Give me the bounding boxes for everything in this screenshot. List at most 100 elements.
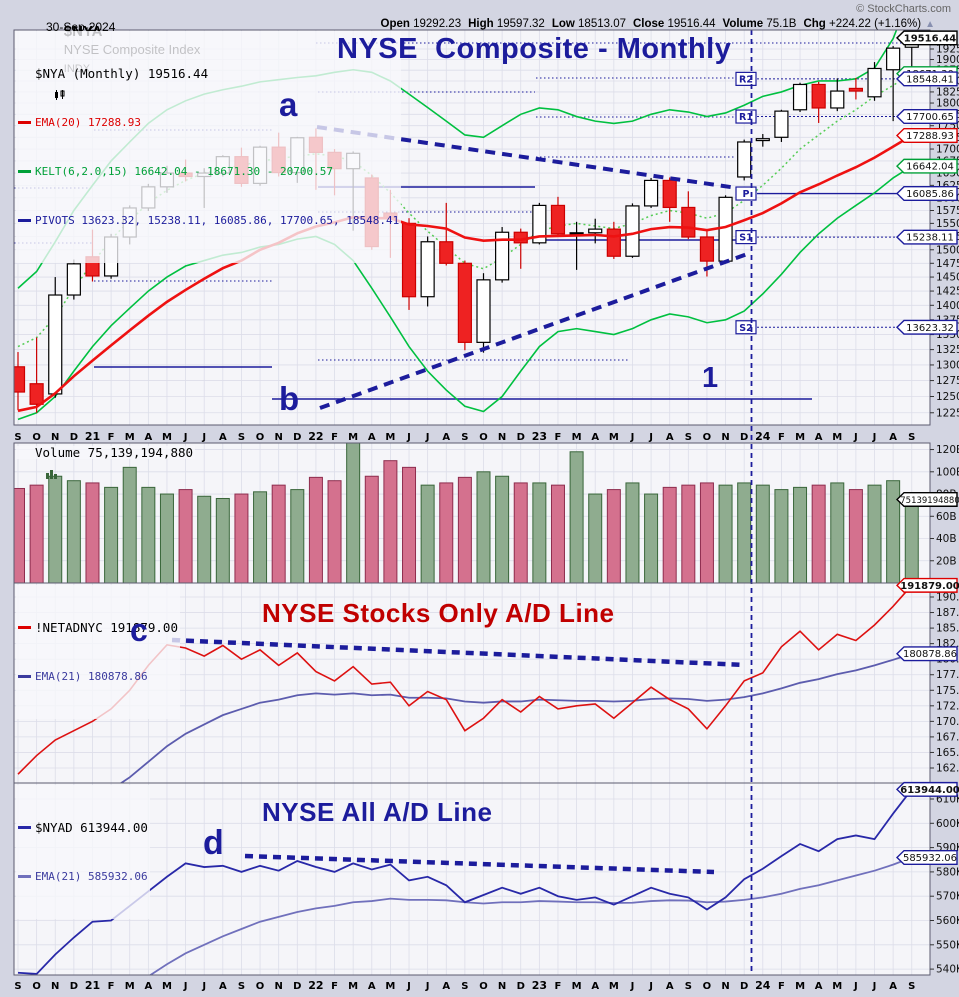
svg-text:S: S [908, 981, 915, 992]
chg-label: Chg [803, 18, 826, 30]
axis-value-box: 16085.86 [895, 186, 958, 202]
netadnyc-text: !NETADNYC 191879.00 [35, 620, 178, 635]
svg-text:A: A [666, 981, 674, 992]
nyad-row: $NYAD 613944.00 [18, 820, 148, 835]
svg-text:N: N [721, 432, 729, 443]
svg-text:D: D [70, 981, 78, 992]
svg-text:24: 24 [755, 430, 771, 443]
svg-text:S1: S1 [739, 233, 752, 244]
svg-text:M: M [348, 432, 358, 443]
svg-text:172.5K: 172.5K [936, 700, 959, 712]
svg-text:M: M [832, 432, 842, 443]
svg-text:O: O [32, 432, 41, 443]
svg-text:O: O [256, 432, 265, 443]
svg-text:N: N [51, 981, 59, 992]
volume-series [14, 443, 919, 583]
svg-text:15500: 15500 [936, 218, 959, 230]
svg-text:20B: 20B [936, 555, 957, 567]
svg-text:O: O [479, 981, 488, 992]
axis-value-box: 613944.00 [895, 781, 959, 797]
svg-text:O: O [703, 432, 712, 443]
svg-text:M: M [572, 981, 582, 992]
svg-text:J: J [201, 981, 206, 992]
svg-text:16642.04: 16642.04 [906, 162, 954, 173]
svg-text:19516.44: 19516.44 [904, 33, 957, 44]
volume-value: 75.1B [766, 18, 797, 30]
svg-text:A: A [889, 981, 897, 992]
svg-text:75139194880: 75139194880 [900, 496, 959, 506]
svg-text:40B: 40B [936, 533, 957, 545]
svg-text:A: A [368, 981, 376, 992]
close-label: Close [633, 18, 665, 30]
low-value: 18513.07 [578, 18, 626, 30]
svg-text:F: F [778, 981, 785, 992]
svg-text:F: F [108, 432, 115, 443]
svg-text:F: F [555, 981, 562, 992]
svg-text:J: J [648, 432, 653, 443]
svg-text:12250: 12250 [936, 407, 959, 419]
annotation-c: c [130, 612, 148, 648]
svg-text:A: A [442, 981, 450, 992]
svg-text:167.5K: 167.5K [936, 731, 959, 743]
svg-text:16085.86: 16085.86 [906, 189, 954, 200]
svg-text:F: F [331, 981, 338, 992]
svg-text:D: D [517, 432, 525, 443]
svg-text:M: M [125, 432, 135, 443]
svg-text:S: S [461, 432, 468, 443]
svg-text:585932.06: 585932.06 [903, 853, 957, 864]
axis-value-box: 180878.86 [895, 646, 958, 662]
legend-ema-text: EMA(20) 17288.93 [35, 116, 141, 129]
quote-line: Open 19292.23 High 19597.32 Low 18513.07 Cl… [381, 18, 935, 30]
svg-text:S: S [461, 981, 468, 992]
svg-text:M: M [162, 981, 172, 992]
svg-text:190.0K: 190.0K [936, 592, 959, 604]
netadnyc-legend: !NETADNYC 191879.00 EMA(21) 180878.86 [16, 585, 180, 719]
nyad-ema-row: EMA(21) 585932.06 [18, 870, 148, 883]
svg-text:17700.65: 17700.65 [906, 112, 954, 123]
copyright: © StockCharts.com [856, 3, 951, 15]
svg-text:M: M [125, 981, 135, 992]
svg-text:A: A [442, 432, 450, 443]
panel4-title: NYSE All A/D Line [262, 797, 493, 827]
nyad-legend: $NYAD 613944.00 EMA(21) 585932.06 [16, 785, 150, 919]
svg-text:S: S [685, 981, 692, 992]
svg-text:S2: S2 [739, 323, 752, 334]
svg-text:17000: 17000 [936, 144, 959, 156]
svg-text:22: 22 [308, 979, 323, 992]
svg-text:J: J [630, 432, 635, 443]
svg-text:M: M [348, 981, 358, 992]
svg-text:613944.00: 613944.00 [900, 785, 959, 796]
nyad-dash-icon [18, 826, 31, 829]
svg-text:J: J [425, 981, 430, 992]
svg-text:A: A [219, 981, 227, 992]
svg-text:N: N [51, 432, 59, 443]
volume-label: Volume [722, 18, 764, 30]
svg-text:D: D [70, 432, 78, 443]
main-title: NYSE Composite - Monthly [337, 33, 732, 65]
svg-text:550K: 550K [936, 939, 959, 951]
svg-text:23: 23 [532, 979, 547, 992]
svg-text:M: M [795, 432, 805, 443]
legend-price-row: $NYA (Monthly) 19516.44 [18, 66, 399, 100]
open-value: 19292.23 [413, 18, 462, 30]
svg-text:O: O [32, 981, 41, 992]
svg-text:F: F [108, 981, 115, 992]
svg-text:14000: 14000 [936, 300, 959, 312]
candlestick-icon [18, 69, 65, 100]
month-axis: S O N D 21 F M A M J J A S O N D 22 F M A M J J A S O N D 23 F M A M J J A S… [14, 430, 915, 992]
svg-text:19000: 19000 [936, 54, 959, 66]
axis-value-box: 585932.06 [895, 849, 958, 865]
svg-text:162.5K: 162.5K [936, 762, 959, 774]
svg-text:15750: 15750 [936, 205, 959, 217]
legend-pivots-row: PIVOTS 13623.32, 15238.11, 16085.86, 177… [18, 214, 399, 227]
svg-text:F: F [331, 432, 338, 443]
volume-legend: Volume 75,139,194,880 [16, 445, 196, 479]
chart-date: 30-Sep-2024 [46, 20, 116, 34]
svg-text:540K: 540K [936, 964, 959, 976]
netadnyc-ema-dash-icon [18, 675, 31, 678]
axis-value-box: 17700.65 [895, 109, 958, 125]
svg-text:S: S [14, 981, 21, 992]
svg-text:A: A [815, 981, 823, 992]
axis-value-box: 16642.04 [895, 158, 958, 174]
